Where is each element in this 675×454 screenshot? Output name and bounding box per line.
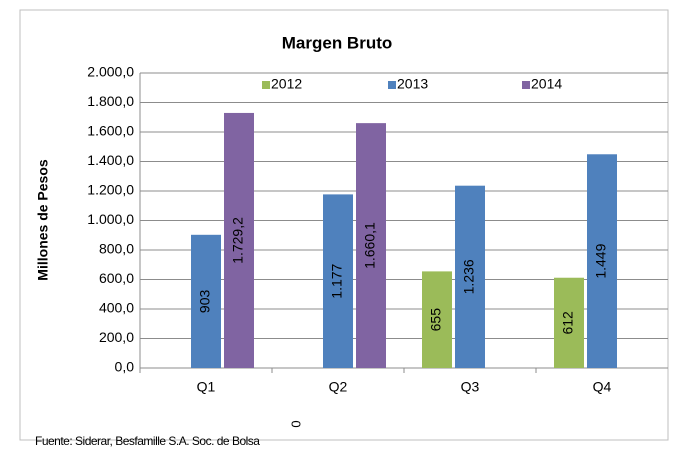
bar (455, 185, 485, 368)
bar (191, 234, 221, 368)
annotation: 0 (288, 420, 303, 427)
y-tick-label: 400,0 (99, 300, 134, 316)
data-label: 655 (428, 308, 444, 332)
legend-label: 2012 (271, 76, 302, 92)
data-label: 612 (560, 311, 576, 335)
x-tick-label: Q2 (329, 379, 348, 395)
bar (323, 194, 353, 368)
y-tick-label: 800,0 (99, 241, 134, 257)
bar (587, 154, 617, 368)
y-tick-label: 1.600,0 (87, 123, 134, 139)
legend-label: 2013 (397, 76, 428, 92)
data-label: 1.177 (329, 263, 345, 298)
data-label: 1.449 (593, 243, 609, 278)
y-tick-label: 600,0 (99, 270, 134, 286)
bar (422, 271, 452, 368)
legend-swatch (262, 81, 270, 89)
x-tick-label: Q4 (593, 379, 612, 395)
data-label: 1.729,2 (230, 217, 246, 264)
chart-title: Margen Bruto (282, 33, 393, 52)
data-label: 1.236 (461, 259, 477, 294)
y-tick-label: 1.400,0 (87, 152, 134, 168)
bar (356, 123, 386, 368)
source-note: Fuente: Siderar, Besfamille S.A. Soc. de… (35, 434, 260, 448)
y-tick-label: 1.200,0 (87, 182, 134, 198)
y-tick-label: 1.800,0 (87, 93, 134, 109)
data-label: 1.660,1 (362, 222, 378, 269)
bar (554, 277, 584, 368)
bar (224, 112, 254, 369)
y-axis-label: Millones de Pesos (35, 159, 51, 281)
x-tick-label: Q3 (461, 379, 480, 395)
y-tick-label: 0,0 (115, 359, 135, 375)
data-label: 903 (197, 290, 213, 314)
legend-swatch (388, 81, 396, 89)
legend-label: 2014 (531, 76, 562, 92)
y-tick-label: 200,0 (99, 329, 134, 345)
legend-swatch (522, 81, 530, 89)
y-tick-label: 2.000,0 (87, 64, 134, 80)
x-tick-label: Q1 (197, 379, 216, 395)
y-tick-label: 1.000,0 (87, 211, 134, 227)
